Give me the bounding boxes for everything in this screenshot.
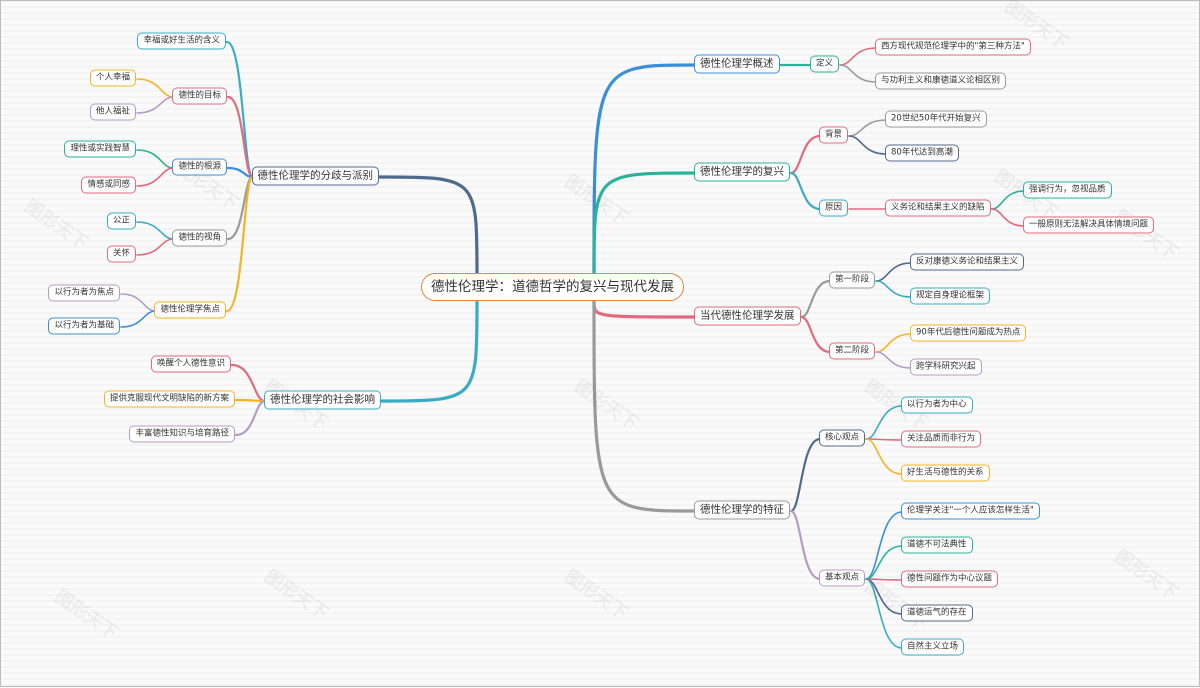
topic-node[interactable]: 20世纪50年代开始复兴 [885,110,987,128]
topic-node[interactable]: 伦理学关注"一个人应该怎样生活" [901,502,1040,520]
topic-node[interactable]: 当代德性伦理学发展 [694,306,801,326]
topic-node[interactable]: 第二阶段 [829,342,876,360]
connector-line [120,293,157,312]
connector-line [800,279,832,319]
connector-line [865,438,903,441]
connector-line [865,438,903,475]
connector-line [789,437,822,513]
topic-node[interactable]: 理性或实践智慧 [64,140,136,158]
connector-line [136,96,175,114]
connector-line [592,171,697,276]
connector-line [120,310,157,328]
connector-line [136,238,175,256]
topic-node[interactable]: 公正 [106,212,136,230]
connector-line [136,149,175,169]
topic-node[interactable]: 他人福祉 [89,103,136,121]
topic-node[interactable]: 跨学科研究兴起 [910,358,982,376]
topic-node[interactable]: 德性的目标 [172,87,227,105]
topic-node[interactable]: 与功利主义和康德道义论相区别 [875,72,1007,90]
connector-line [800,315,832,354]
topic-node[interactable]: 德性伦理学的社会影响 [264,390,381,410]
connector-line [378,175,479,276]
connector-line [875,333,912,353]
topic-node[interactable]: 第一阶段 [829,271,876,289]
connector-line [592,300,697,513]
topic-node[interactable]: 情感或同感 [81,176,136,194]
topic-node[interactable]: 德性伦理学的复兴 [694,162,790,182]
connector-line [865,578,903,649]
connector-line [789,509,822,581]
topic-node[interactable]: 90年代后德性问题成为热点 [910,324,1027,342]
topic-node[interactable]: 德性伦理学的特征 [694,500,790,520]
topic-node[interactable]: 道德运气的存在 [901,604,973,622]
topic-node[interactable]: 义务论和结果主义的缺陷 [885,199,991,217]
topic-node[interactable]: 原因 [819,199,849,217]
root-topic[interactable]: 德性伦理学：道德哲学的复兴与现代发展 [421,273,684,301]
connector-line [136,78,175,98]
topic-node[interactable]: 德性的视角 [172,229,227,247]
connector-line [234,398,267,403]
topic-node[interactable]: 以行为者为焦点 [48,284,120,302]
connector-line [230,363,267,403]
connector-line [789,134,822,175]
connector-line [839,64,877,83]
connector-line [990,208,1025,227]
topic-node[interactable]: 基本观点 [819,569,866,587]
topic-node[interactable]: 德性问题作为中心议题 [901,570,999,588]
topic-node[interactable]: 德性伦理学的分歧与派别 [251,166,379,186]
connector-line [848,135,887,155]
connector-line [225,40,254,179]
topic-node[interactable]: 关注品质而非行为 [901,430,982,448]
topic-node[interactable]: 以行为者为基础 [48,317,120,335]
connector-line [990,190,1025,210]
topic-node[interactable]: 个人幸福 [89,69,136,87]
connector-line [875,351,912,369]
topic-node[interactable]: 西方现代规范伦理学中的"第三种方法" [875,38,1031,56]
connector-line [875,262,912,282]
connector-line [592,63,697,276]
connector-line [226,95,254,179]
topic-node[interactable]: 关怀 [106,245,136,263]
connector-line [839,47,877,66]
connector-line [592,300,697,319]
topic-node[interactable]: 提供克服现代文明缺陷的新方案 [103,390,235,408]
topic-node[interactable]: 规定自身理论框架 [910,287,991,305]
topic-node[interactable]: 德性的根源 [172,158,227,176]
topic-node[interactable]: 定义 [810,55,840,73]
topic-node[interactable]: 好生活与德性的关系 [901,464,990,482]
topic-node[interactable]: 德性伦理学概述 [694,54,780,74]
topic-node[interactable]: 80年代达到高潮 [885,144,959,162]
topic-node[interactable]: 背景 [819,126,849,144]
topic-node[interactable]: 道德不可法典性 [901,536,973,554]
topic-node[interactable]: 强调行为，忽视品质 [1023,181,1112,199]
connector-line [865,545,903,580]
connector-line [865,405,903,440]
connector-line [875,280,912,298]
topic-node[interactable]: 一般原则无法解决具体情境问题 [1023,216,1155,234]
connector-line [136,167,175,187]
topic-node[interactable]: 自然主义立场 [901,638,965,656]
topic-node[interactable]: 丰富德性知识与培育路径 [129,425,235,443]
connector-line [234,399,267,437]
topic-node[interactable]: 核心观点 [819,429,866,447]
connector-line [865,511,903,580]
connector-line [848,119,887,137]
topic-node[interactable]: 唤醒个人德性意识 [150,355,231,373]
topic-node[interactable]: 以行为者为中心 [901,396,973,414]
topic-node[interactable]: 德性伦理学焦点 [154,301,226,319]
connector-line [225,175,254,313]
topic-node[interactable]: 幸福或好生活的含义 [137,32,226,50]
connector-line [136,221,175,240]
topic-node[interactable]: 反对康德义务论和结果主义 [910,253,1025,271]
connector-line [380,300,479,403]
connector-line [789,171,822,211]
